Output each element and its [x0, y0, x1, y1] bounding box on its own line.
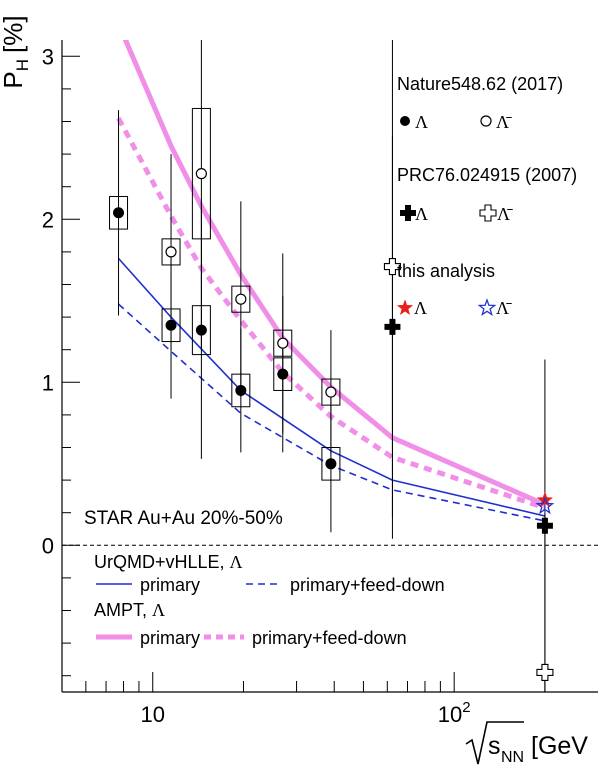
legend-label-lambda-nature: Λ [415, 112, 428, 132]
marker-filled-circle [165, 319, 177, 331]
model-curve [122, 40, 546, 507]
marker-open-circle [235, 293, 247, 305]
model-group-title-urqmd: UrQMD+vHLLE, Λ [94, 552, 243, 572]
data-legend: Nature548.62 (2017) Λ Λ̄ PRC76.024915 (2… [396, 74, 577, 318]
x-axis-subscript: NN [501, 749, 524, 766]
marker-open-circle [277, 337, 289, 349]
sqrt-sign [465, 721, 524, 765]
legend-marker-open-circle [480, 115, 492, 127]
legend-label-antilambda-this: Λ̄ [496, 298, 512, 318]
x-tick-base: 10 [140, 702, 164, 727]
legend-marker-open-star [477, 298, 497, 317]
y-axis-subscript: H [13, 59, 32, 71]
model-curve [116, 117, 546, 511]
x-axis-symbol: s [488, 732, 501, 760]
x-tick-label: 10 [140, 702, 164, 727]
system-label: STAR Au+Au 20%-50% [84, 508, 283, 529]
legend-label-lambda-this: Λ [414, 298, 427, 318]
marker-open-circle [165, 246, 177, 258]
legend-marker-filled-cross [400, 205, 416, 221]
legend-label-lambda-prc: Λ [415, 204, 428, 224]
y-axis-unit: [%] [0, 15, 28, 53]
model-legend-label-ampt-primary: primary [140, 628, 200, 648]
systematic-boxes [109, 107, 341, 481]
marker-filled-circle [325, 458, 337, 470]
marker-open-circle [325, 386, 337, 398]
y-axis-title: PH [%] [0, 15, 32, 88]
model-curve [117, 257, 546, 517]
marker-filled-circle [195, 324, 207, 336]
legend-marker-open-cross [479, 204, 497, 222]
model-curve [117, 303, 546, 522]
x-tick-label: 102 [438, 699, 471, 727]
model-legend-label-urqmd-primary: primary [140, 575, 200, 595]
x-tick-base: 10 [438, 702, 462, 727]
marker-filled-circle [113, 207, 125, 219]
model-group-title-ampt: AMPT, Λ [94, 600, 165, 620]
y-tick-label: 2 [42, 207, 54, 232]
model-legend: UrQMD+vHLLE, Λ primary primary+feed-down… [94, 552, 445, 648]
marker-filled-circle [277, 368, 289, 380]
x-axis-unit: [GeV [531, 732, 588, 760]
model-curves [116, 40, 546, 522]
marker-filled-cross [536, 517, 553, 534]
marker-filled-cross [384, 318, 401, 335]
legend-marker-filled-star [396, 299, 414, 316]
legend-marker-filled-circle [400, 116, 410, 126]
legend-group-title-nature: Nature548.62 (2017) [397, 74, 563, 94]
marker-open-cross [536, 663, 554, 681]
marker-open-circle [195, 168, 207, 180]
legend-label-antilambda-prc: Λ̄ [497, 204, 513, 224]
marker-open-cross [383, 258, 401, 276]
model-legend-label-urqmd-feeddown: primary+feed-down [290, 575, 445, 595]
legend-group-title-prc: PRC76.024915 (2007) [397, 165, 577, 185]
legend-label-antilambda-nature: Λ̄ [496, 112, 512, 132]
marker-filled-circle [235, 384, 247, 396]
legend-group-title-this: this analysis [397, 261, 495, 281]
y-tick-label: 3 [42, 44, 54, 69]
y-tick-label: 1 [42, 370, 54, 395]
y-tick-label: 0 [42, 533, 54, 558]
data-markers [113, 168, 555, 681]
axes-frame [61, 40, 598, 693]
x-axis-title: s NN [GeV [465, 721, 588, 766]
x-tick-exponent: 2 [462, 699, 470, 716]
y-axis-symbol: P [0, 71, 28, 88]
marker-filled-star [396, 299, 414, 316]
marker-open-star [535, 496, 555, 515]
model-legend-label-ampt-feeddown: primary+feed-down [252, 628, 407, 648]
marker-open-star [477, 298, 497, 317]
